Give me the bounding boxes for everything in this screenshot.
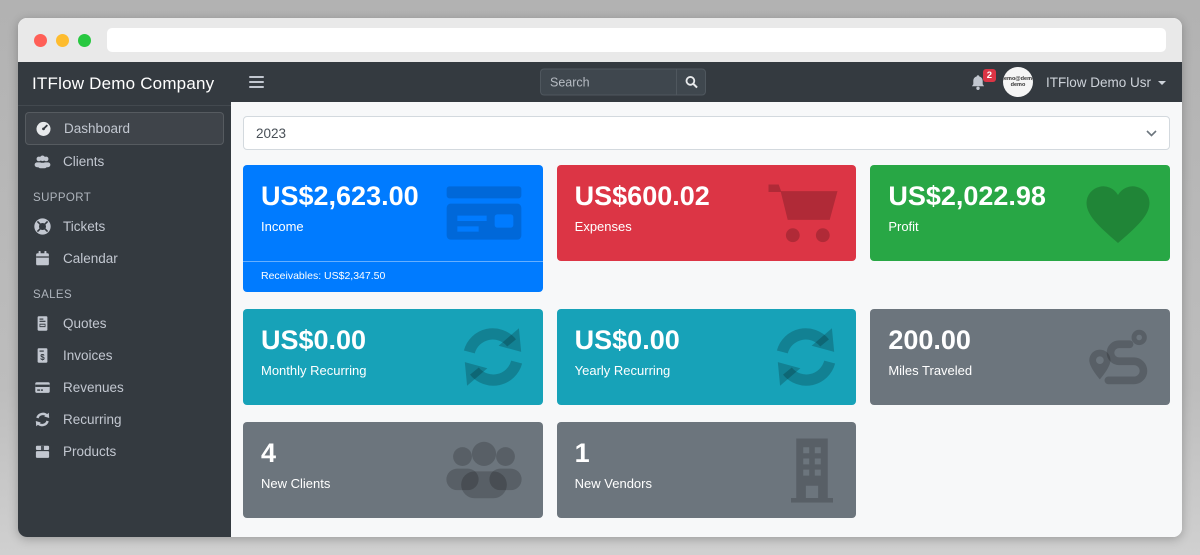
card-monthly-recurring[interactable]: US$0.00 Monthly Recurring xyxy=(243,309,543,405)
sidebar-section-support: SUPPORT xyxy=(33,192,92,204)
sidebar-item-dashboard[interactable]: Dashboard xyxy=(25,112,224,145)
tachometer-icon xyxy=(34,120,52,137)
sync-icon xyxy=(33,411,51,428)
sidebar-item-products[interactable]: Products xyxy=(25,436,224,467)
card-profit[interactable]: US$2,022.98 Profit xyxy=(870,165,1170,261)
users-icon xyxy=(33,153,51,170)
notification-badge: 2 xyxy=(982,68,996,82)
card-new-vendors[interactable]: 1 New Vendors xyxy=(556,422,857,518)
sidebar-item-label: Products xyxy=(63,444,117,459)
menu-toggle-icon[interactable] xyxy=(247,72,266,92)
url-bar[interactable] xyxy=(107,28,1166,52)
sidebar-item-clients[interactable]: Clients xyxy=(25,146,224,177)
users-icon xyxy=(441,440,527,500)
shopping-cart-icon xyxy=(766,180,840,246)
card-value: 4 xyxy=(261,438,277,468)
year-select-value: 2023 xyxy=(256,125,287,141)
search-button[interactable] xyxy=(676,68,706,96)
browser-chrome xyxy=(18,18,1182,62)
sync-icon xyxy=(772,326,840,388)
sidebar-item-label: Calendar xyxy=(63,251,118,266)
sidebar-item-quotes[interactable]: Quotes xyxy=(25,308,224,339)
brand-title[interactable]: ITFlow Demo Company xyxy=(18,62,231,106)
heart-icon xyxy=(1082,180,1154,246)
card-value: US$0.00 xyxy=(574,325,680,355)
sidebar-nav: Dashboard Clients SUPPORT Tickets xyxy=(18,106,231,473)
file-invoice-icon xyxy=(33,315,51,332)
card-value: 200.00 xyxy=(888,325,971,355)
svg-text:$: $ xyxy=(40,353,45,362)
sidebar-item-revenues[interactable]: Revenues xyxy=(25,372,224,403)
user-menu[interactable]: ITFlow Demo Usr xyxy=(1046,75,1166,90)
credit-card-icon xyxy=(33,379,51,396)
card-label: Miles Traveled xyxy=(888,363,973,378)
life-ring-icon xyxy=(33,218,51,235)
avatar[interactable]: demo@demo demo xyxy=(1002,67,1033,97)
file-invoice-dollar-icon: $ xyxy=(33,347,51,364)
card-label: Profit xyxy=(888,219,919,234)
card-label: Expenses xyxy=(574,219,632,234)
search-input[interactable] xyxy=(540,68,676,96)
card-label: Income xyxy=(261,219,304,234)
card-label: New Clients xyxy=(261,476,331,491)
card-value: 1 xyxy=(574,438,590,468)
sidebar: ITFlow Demo Company Dashboard Clients SU… xyxy=(18,62,231,537)
card-label: Monthly Recurring xyxy=(261,363,367,378)
sidebar-item-label: Dashboard xyxy=(64,121,131,136)
card-label: New Vendors xyxy=(574,476,652,491)
card-new-clients[interactable]: 4 New Clients xyxy=(243,422,543,518)
card-value: US$600.02 xyxy=(574,181,710,211)
card-label: Yearly Recurring xyxy=(574,363,671,378)
browser-window: ITFlow Demo Company Dashboard Clients SU… xyxy=(18,18,1182,537)
sidebar-item-label: Recurring xyxy=(63,412,122,427)
bell-icon xyxy=(970,74,986,91)
building-icon xyxy=(784,435,840,505)
card-expenses[interactable]: US$600.02 Expenses xyxy=(556,165,857,261)
chevron-down-icon xyxy=(1158,81,1166,85)
maximize-window-button[interactable] xyxy=(78,33,91,47)
box-icon xyxy=(33,443,51,460)
notifications-button[interactable]: 2 xyxy=(970,68,996,91)
card-value: US$2,623.00 xyxy=(261,181,419,211)
dashboard-content: 2023 US$2,623.00 Income xyxy=(231,102,1182,537)
window-controls xyxy=(34,33,91,47)
sidebar-item-invoices[interactable]: $ Invoices xyxy=(25,340,224,371)
top-navbar: 2 demo@demo demo ITFlow Demo Usr xyxy=(231,62,1182,102)
calendar-icon xyxy=(33,250,51,267)
sidebar-item-label: Clients xyxy=(63,154,105,169)
year-select[interactable]: 2023 xyxy=(243,116,1170,150)
sidebar-item-recurring[interactable]: Recurring xyxy=(25,404,224,435)
search-icon xyxy=(685,76,698,89)
search-group xyxy=(540,68,706,96)
sidebar-item-label: Invoices xyxy=(63,348,113,363)
sidebar-item-label: Revenues xyxy=(63,380,124,395)
sidebar-item-label: Quotes xyxy=(63,316,107,331)
money-check-icon xyxy=(441,181,527,245)
minimize-window-button[interactable] xyxy=(56,33,69,47)
route-icon xyxy=(1084,323,1154,391)
sync-icon xyxy=(459,326,527,388)
sidebar-section-sales: SALES xyxy=(33,289,73,301)
sidebar-item-calendar[interactable]: Calendar xyxy=(25,243,224,274)
chevron-down-icon xyxy=(1146,129,1157,137)
stat-cards: US$2,623.00 Income Receivables: US$2,347… xyxy=(243,165,1170,518)
card-miles-traveled[interactable]: 200.00 Miles Traveled xyxy=(870,309,1170,405)
card-value: US$2,022.98 xyxy=(888,181,1046,211)
sidebar-item-label: Tickets xyxy=(63,219,106,234)
card-footer: Receivables: US$2,347.50 xyxy=(243,261,543,292)
card-yearly-recurring[interactable]: US$0.00 Yearly Recurring xyxy=(556,309,857,405)
card-value: US$0.00 xyxy=(261,325,367,355)
user-name: ITFlow Demo Usr xyxy=(1045,74,1151,90)
sidebar-item-tickets[interactable]: Tickets xyxy=(25,211,224,242)
close-window-button[interactable] xyxy=(34,33,47,47)
card-income[interactable]: US$2,623.00 Income Receivables: US$2,347… xyxy=(243,165,543,292)
